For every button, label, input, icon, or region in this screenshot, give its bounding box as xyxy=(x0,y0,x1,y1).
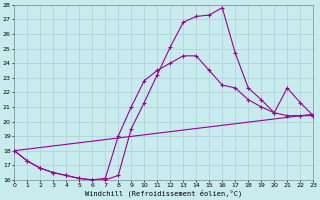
X-axis label: Windchill (Refroidissement éolien,°C): Windchill (Refroidissement éolien,°C) xyxy=(85,190,242,197)
